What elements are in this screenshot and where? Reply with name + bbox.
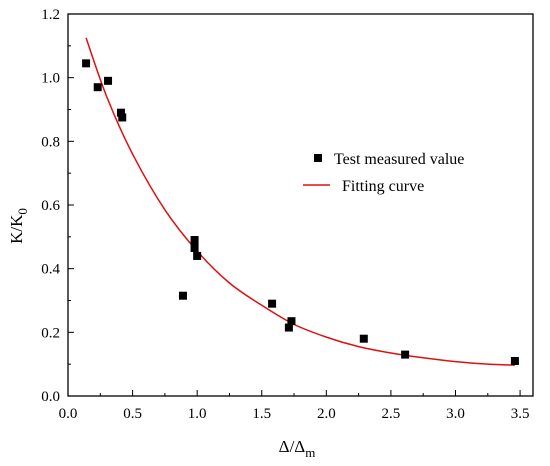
- measured-point: [287, 317, 296, 326]
- legend-marker-square: [314, 154, 322, 162]
- measured-point: [190, 243, 199, 252]
- measured-point: [401, 350, 410, 359]
- point-layer: [82, 59, 519, 365]
- x-tick-label: 1.0: [188, 406, 207, 422]
- y-axis-title-main: K/K: [7, 214, 26, 244]
- measured-point: [190, 236, 199, 245]
- measured-point: [193, 251, 202, 260]
- x-tick-label: 2.0: [317, 406, 336, 422]
- y-tick-label: 0.6: [41, 198, 60, 214]
- legend: Test measured value Fitting curve: [303, 151, 464, 195]
- y-tick-label: 1.2: [41, 7, 60, 23]
- x-tick-label: 3.5: [511, 406, 530, 422]
- y-tick-label: 0.8: [41, 134, 60, 150]
- x-axis-title-main: Δ/Δ: [279, 437, 306, 456]
- fitting-curve-line: [85, 37, 515, 366]
- fit-curve-layer: [85, 37, 515, 366]
- x-axis: 0.0 0.5 1.0 1.5 2.0 2.5 3.0 3.5: [59, 390, 530, 422]
- measured-point: [268, 299, 277, 308]
- measured-point: [93, 83, 102, 92]
- measured-point: [116, 108, 125, 117]
- plot-area-border: [67, 13, 534, 397]
- x-tick-label: 2.5: [382, 406, 401, 422]
- x-tick-label: 3.0: [446, 406, 465, 422]
- y-axis-title: K/K0: [7, 208, 30, 244]
- x-axis-title-sub: m: [305, 445, 315, 460]
- x-axis-title: Δ/Δm: [279, 437, 316, 460]
- y-tick-label: 1.0: [41, 71, 60, 87]
- measured-point: [359, 334, 368, 343]
- x-tick-label: 0.0: [59, 406, 78, 422]
- x-tick-label: 1.5: [252, 406, 271, 422]
- measured-point: [118, 113, 127, 122]
- measured-point: [510, 356, 519, 365]
- y-tick-label: 0.4: [41, 262, 60, 278]
- legend-label-measured: Test measured value: [334, 151, 464, 168]
- x-tick-label: 0.5: [123, 406, 142, 422]
- y-axis: 0.0 0.2 0.4 0.6 0.8 1.0 1.2: [41, 7, 74, 405]
- measured-point: [284, 323, 293, 332]
- y-tick-label: 0.0: [41, 389, 60, 405]
- y-axis-title-sub: 0: [15, 208, 30, 215]
- legend-label-fit: Fitting curve: [342, 178, 424, 195]
- y-tick-label: 0.2: [41, 325, 60, 341]
- measured-point: [82, 59, 91, 68]
- plot-frame: [67, 13, 534, 397]
- measured-point: [104, 76, 113, 85]
- measured-point: [178, 291, 187, 300]
